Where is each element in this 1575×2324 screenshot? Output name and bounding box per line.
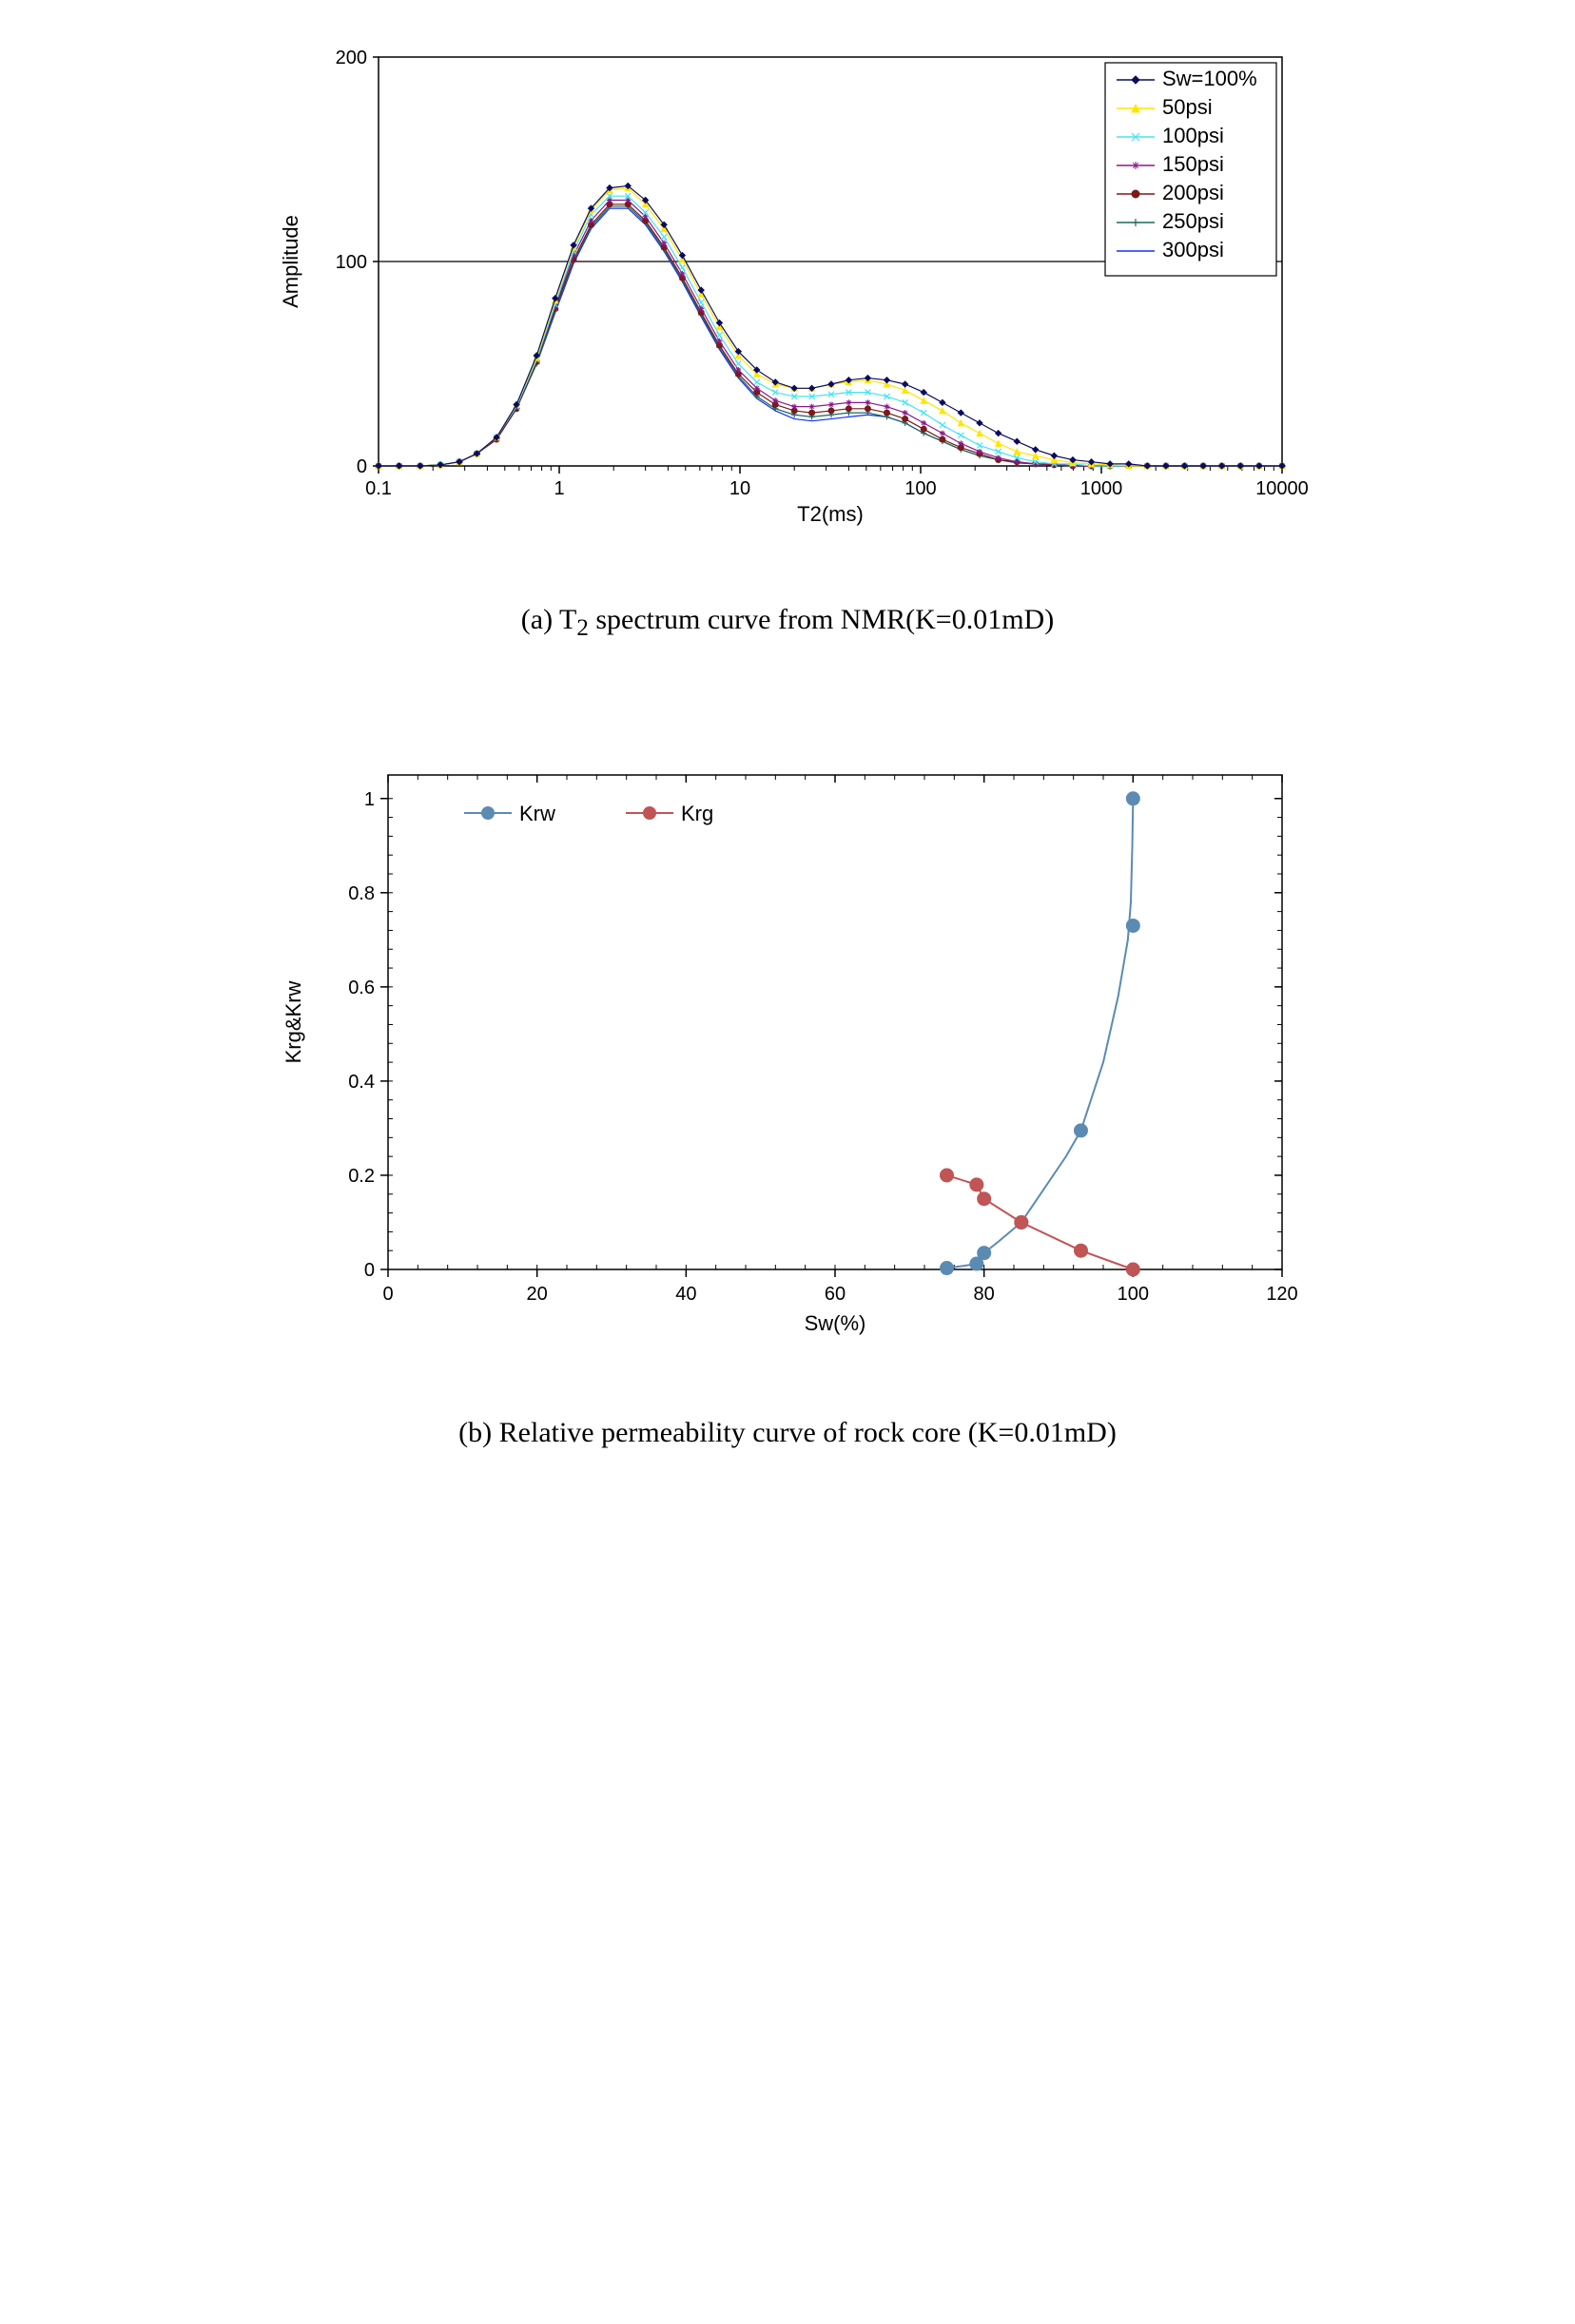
svg-text:Sw(%): Sw(%) [805, 1311, 866, 1335]
chart-b-svg: 0 0.2 0.4 0.6 0.8 1 0 20 40 60 80 100 120 Sw(%) Krg&Kr… [264, 756, 1311, 1346]
svg-text:100psi: 100psi [1162, 124, 1224, 147]
svg-text:100: 100 [904, 478, 936, 499]
caption-b: (b) Relative permeability curve of rock … [264, 1417, 1311, 1449]
svg-text:20: 20 [527, 1284, 548, 1305]
svg-text:0.8: 0.8 [348, 883, 375, 904]
caption-a: (a) T2 spectrum curve from NMR(K=0.01mD) [264, 604, 1311, 642]
svg-text:250psi: 250psi [1162, 209, 1224, 233]
svg-text:T2(ms): T2(ms) [797, 502, 864, 526]
caption-a-sub: 2 [576, 615, 589, 641]
caption-a-prefix: (a) T [521, 604, 577, 635]
figure-b: 0 0.2 0.4 0.6 0.8 1 0 20 40 60 80 100 120 Sw(%) Krg&Kr… [264, 756, 1311, 1449]
svg-text:Krw: Krw [519, 802, 555, 825]
svg-text:100: 100 [336, 252, 367, 273]
svg-text:Krg: Krg [681, 802, 713, 825]
svg-text:0: 0 [357, 456, 367, 477]
svg-text:0.1: 0.1 [365, 478, 392, 499]
svg-text:150psi: 150psi [1162, 152, 1224, 176]
svg-text:Sw=100%: Sw=100% [1162, 67, 1257, 90]
svg-text:1: 1 [364, 789, 375, 810]
svg-text:Krg&Krw: Krg&Krw [282, 980, 305, 1063]
svg-text:40: 40 [675, 1284, 696, 1305]
svg-text:10000: 10000 [1255, 478, 1309, 499]
svg-text:300psi: 300psi [1162, 238, 1224, 261]
svg-text:200psi: 200psi [1162, 181, 1224, 204]
svg-text:0.6: 0.6 [348, 978, 375, 998]
svg-text:10: 10 [729, 478, 750, 499]
svg-text:80: 80 [974, 1284, 995, 1305]
svg-text:0: 0 [382, 1284, 393, 1305]
svg-text:120: 120 [1266, 1284, 1297, 1305]
svg-text:200: 200 [336, 48, 367, 68]
svg-text:100: 100 [1118, 1284, 1149, 1305]
svg-text:0.2: 0.2 [348, 1166, 375, 1187]
caption-a-suffix: spectrum curve from NMR(K=0.01mD) [589, 604, 1054, 635]
svg-text:60: 60 [825, 1284, 846, 1305]
svg-text:1: 1 [554, 478, 564, 499]
figure-a: 0 100 200 0.1 1 10 100 1000 10000 T2(ms) Amplitude… [264, 38, 1311, 642]
chart-a: 0 100 200 0.1 1 10 100 1000 10000 T2(ms) Amplitude… [264, 38, 1311, 537]
chart-b: 0 0.2 0.4 0.6 0.8 1 0 20 40 60 80 100 120 Sw(%) Krg&Kr… [264, 756, 1311, 1350]
svg-text:50psi: 50psi [1162, 95, 1213, 119]
svg-text:Amplitude: Amplitude [279, 215, 302, 308]
svg-text:1000: 1000 [1080, 478, 1123, 499]
svg-text:0.4: 0.4 [348, 1072, 375, 1093]
svg-text:0: 0 [364, 1260, 375, 1281]
chart-a-svg: 0 100 200 0.1 1 10 100 1000 10000 T2(ms) Amplitude… [264, 38, 1311, 533]
